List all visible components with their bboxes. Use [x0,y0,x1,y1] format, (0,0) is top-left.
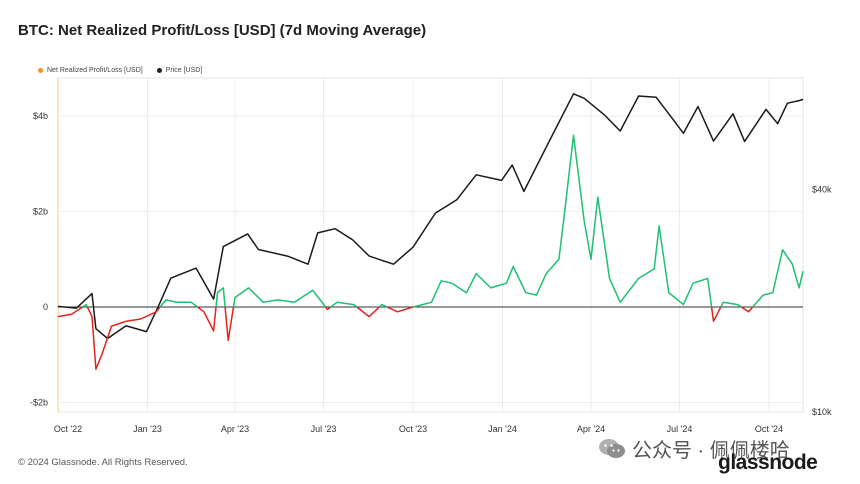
nrpl-profit-segment [378,303,388,308]
y-left-tick-label: -$2b [30,397,48,407]
chart-title: BTC: Net Realized Profit/Loss [USD] (7d … [18,22,427,39]
y-left-tick-label: $4b [33,111,48,121]
nrpl-profit-segment [330,301,358,308]
nrpl-loss-segment [325,306,332,311]
nrpl-loss-segment [224,306,235,342]
x-tick-label: Jul '24 [667,424,693,434]
nrpl-profit-segment [720,301,742,308]
glassnode-logo: glassnode [718,451,818,474]
legend-label-nrpl: Net Realized Profit/Loss [USD] [47,67,143,74]
nrpl-loss-segment [197,306,217,332]
nrpl-loss-segment [386,306,414,313]
watermark: 公众号 · 佩佩楼哈 [598,434,790,463]
wechat-icon [599,438,625,458]
plot-frame [57,77,804,413]
x-tick-label: Jan '23 [133,424,162,434]
legend-dot-nrpl [38,68,43,73]
nrpl-profit-segment [752,249,804,308]
nrpl-loss-segment [740,306,754,313]
price-series-line [57,93,804,340]
y-right-tick-label: $10k [812,407,832,417]
y-left-tick-label: $2b [33,207,48,217]
x-tick-label: Oct '22 [54,424,82,434]
y-right-tick-label: $40k [812,184,832,194]
nrpl-profit-segment [412,134,713,308]
legend-item-nrpl[interactable]: Net Realized Profit/Loss [USD] [38,67,143,74]
nrpl-loss-segment [57,306,84,318]
watermark-text: 公众号 · 佩佩楼哈 [632,440,790,462]
x-tick-label: Jan '24 [488,424,517,434]
x-tick-label: Apr '24 [577,424,605,434]
nrpl-loss-segment [710,306,722,323]
legend-dot-price [156,68,162,73]
nrpl-loss-segment [356,306,380,318]
y-left-tick-label: 0 [43,302,48,312]
nrpl-profit-segment [215,287,226,308]
legend: Net Realized Profit/Loss [USD] Price [US… [38,67,202,74]
nrpl-profit-segment [232,287,327,308]
nrpl-loss-segment [86,306,161,370]
x-tick-label: Jul '23 [311,424,337,434]
copyright-footer: © 2024 Glassnode. All Rights Reserved. [18,457,188,468]
legend-item-price[interactable]: Price [USD] [156,67,203,74]
x-tick-label: Apr '23 [221,424,249,434]
x-tick-label: Oct '23 [399,424,427,434]
x-tick-label: Oct '24 [755,424,783,434]
nrpl-profit-segment [82,303,89,308]
legend-label-price: Price [USD] [165,67,203,74]
nrpl-profit-segment [159,299,199,308]
